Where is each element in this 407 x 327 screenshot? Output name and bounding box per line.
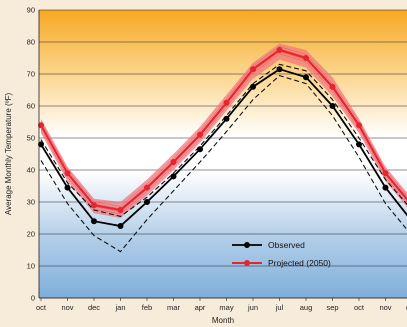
plot-background bbox=[39, 10, 407, 298]
dashed-upper-line bbox=[40, 63, 407, 217]
x-tick-label: oct bbox=[36, 303, 47, 312]
x-tick-label: mar bbox=[167, 303, 180, 312]
observed-point bbox=[356, 141, 362, 148]
x-tick-label: feb bbox=[142, 303, 152, 312]
projected-point bbox=[64, 170, 71, 177]
y-tick-label: 80 bbox=[27, 38, 35, 47]
projected-point bbox=[329, 83, 336, 90]
observed-point bbox=[303, 74, 309, 81]
legend-projected-marker bbox=[244, 260, 250, 266]
y-tick-label: 90 bbox=[27, 6, 35, 15]
legend-observed-marker bbox=[244, 242, 250, 248]
observed-point bbox=[223, 115, 230, 122]
projected-point bbox=[303, 55, 309, 61]
y-tick-label: 0 bbox=[31, 294, 35, 303]
observed-point bbox=[197, 146, 203, 153]
x-tick-label: sep bbox=[326, 303, 338, 312]
projected-point bbox=[170, 159, 177, 165]
x-tick-label: apr bbox=[195, 303, 206, 312]
projected-point bbox=[223, 99, 230, 106]
y-tick-label: 70 bbox=[27, 70, 35, 79]
legend-projected-label: Projected (2050) bbox=[268, 258, 331, 268]
x-tick-label: may bbox=[219, 303, 233, 312]
x-tick-label: jul bbox=[275, 303, 284, 312]
observed-point bbox=[38, 141, 44, 148]
projected-point bbox=[91, 202, 97, 209]
legend: Observed Projected (2050) bbox=[232, 240, 331, 268]
x-tick-label: jun bbox=[247, 303, 258, 312]
projected-point bbox=[197, 131, 203, 138]
projected-point bbox=[276, 47, 283, 53]
y-tick-label: 50 bbox=[27, 134, 35, 143]
projected-model-run-line bbox=[40, 53, 407, 215]
observed-point bbox=[91, 218, 97, 225]
projected-point bbox=[250, 66, 256, 73]
y-tick-label: 20 bbox=[27, 230, 35, 239]
observed-point bbox=[64, 184, 71, 191]
projected-point bbox=[144, 184, 150, 191]
observed-point bbox=[170, 173, 177, 180]
observed-point bbox=[382, 184, 389, 191]
y-tick-label: 60 bbox=[27, 102, 35, 111]
series-markers bbox=[38, 47, 389, 229]
x-tick-label: dec bbox=[88, 303, 100, 312]
observed-point bbox=[276, 66, 283, 73]
x-axis-title: Month bbox=[212, 316, 234, 325]
observed-point bbox=[117, 223, 124, 229]
projected-point bbox=[382, 170, 389, 177]
legend-observed-label: Observed bbox=[268, 240, 305, 250]
x-tick-label: oct bbox=[354, 303, 365, 312]
x-tick-label: jan bbox=[114, 303, 125, 312]
y-axis-title: Average Monthly Temperature (ºF) bbox=[4, 93, 13, 216]
y-tick-label: 30 bbox=[27, 198, 35, 207]
observed-point bbox=[144, 199, 150, 205]
observed-point bbox=[329, 103, 336, 109]
x-tick-label: nov bbox=[379, 303, 391, 312]
projected-point bbox=[38, 122, 44, 129]
y-tick-label: 10 bbox=[27, 262, 35, 271]
y-tick-label: 40 bbox=[27, 166, 35, 175]
x-tick-label: dec bbox=[406, 303, 407, 312]
projected-point bbox=[356, 122, 362, 129]
x-tick-label: nov bbox=[61, 303, 73, 312]
projected-model-run-line bbox=[40, 46, 407, 207]
dashed-lower-line bbox=[40, 74, 407, 253]
x-tick-label: aug bbox=[300, 303, 313, 312]
axes: 0 10 20 30 40 50 60 70 80 90 oct nov dec jan feb mar apr… bbox=[4, 6, 407, 325]
observed-point bbox=[250, 83, 256, 90]
projected-point bbox=[117, 207, 124, 213]
